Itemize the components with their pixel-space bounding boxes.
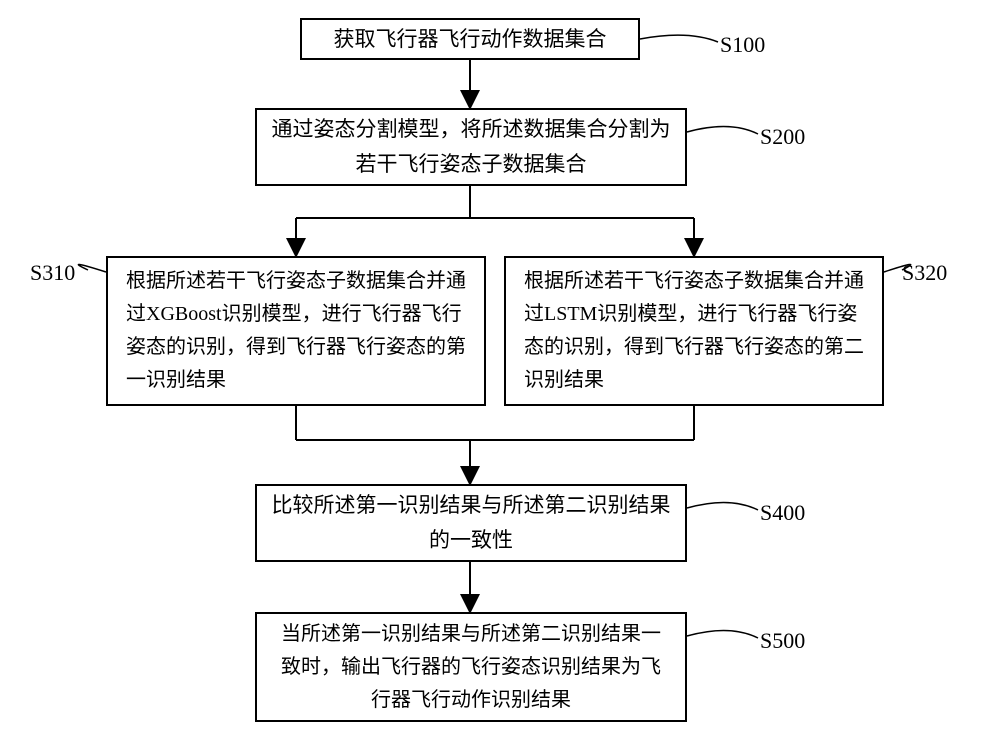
node-s400: 比较所述第一识别结果与所述第二识别结果 的一致性 <box>255 484 687 562</box>
node-s320-text: 根据所述若干飞行姿态子数据集合并通 过LSTM识别模型，进行飞行器飞行姿 态的识… <box>524 265 864 397</box>
label-s200-text: S200 <box>760 124 805 149</box>
label-s320: S320 <box>902 260 947 286</box>
node-s100-text: 获取飞行器飞行动作数据集合 <box>334 22 607 57</box>
label-s500: S500 <box>760 628 805 654</box>
label-s310-text: S310 <box>30 260 75 285</box>
node-s100: 获取飞行器飞行动作数据集合 <box>300 18 640 60</box>
node-s500-text: 当所述第一识别结果与所述第二识别结果一 致时，输出飞行器的飞行姿态识别结果为飞 … <box>281 618 661 717</box>
node-s200-text: 通过姿态分割模型，将所述数据集合分割为 若干飞行姿态子数据集合 <box>272 112 671 181</box>
node-s200: 通过姿态分割模型，将所述数据集合分割为 若干飞行姿态子数据集合 <box>255 108 687 186</box>
label-s100: S100 <box>720 32 765 58</box>
node-s310: 根据所述若干飞行姿态子数据集合并通 过XGBoost识别模型，进行飞行器飞行 姿… <box>106 256 486 406</box>
label-s320-text: S320 <box>902 260 947 285</box>
label-s200: S200 <box>760 124 805 150</box>
flowchart-canvas: 获取飞行器飞行动作数据集合 S100 通过姿态分割模型，将所述数据集合分割为 若… <box>0 0 1000 750</box>
label-s310: S310 <box>30 260 75 286</box>
label-s400-text: S400 <box>760 500 805 525</box>
label-s100-text: S100 <box>720 32 765 57</box>
node-s500: 当所述第一识别结果与所述第二识别结果一 致时，输出飞行器的飞行姿态识别结果为飞 … <box>255 612 687 722</box>
label-s500-text: S500 <box>760 628 805 653</box>
node-s310-text: 根据所述若干飞行姿态子数据集合并通 过XGBoost识别模型，进行飞行器飞行 姿… <box>126 265 466 397</box>
label-s400: S400 <box>760 500 805 526</box>
node-s400-text: 比较所述第一识别结果与所述第二识别结果 的一致性 <box>272 488 671 557</box>
node-s320: 根据所述若干飞行姿态子数据集合并通 过LSTM识别模型，进行飞行器飞行姿 态的识… <box>504 256 884 406</box>
